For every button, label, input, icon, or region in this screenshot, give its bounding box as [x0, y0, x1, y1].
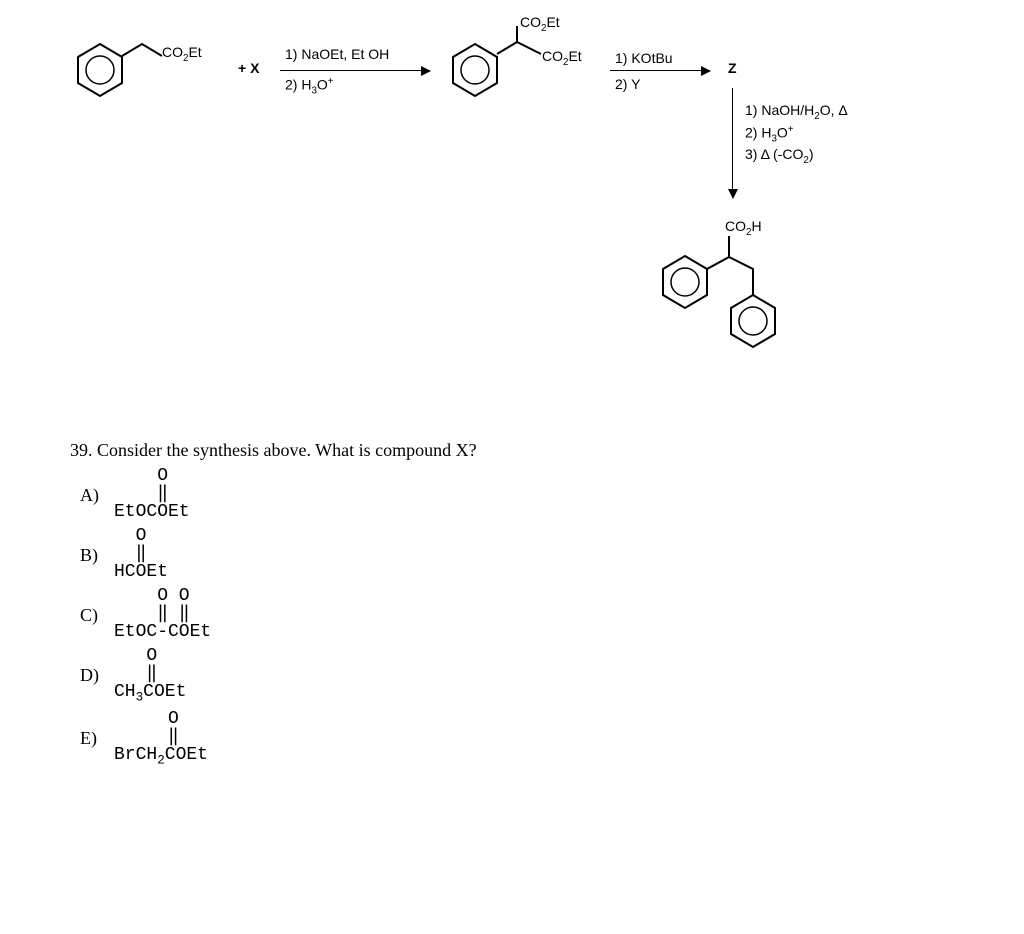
step3-cond-1: 1) NaOH/H2O, Δ	[745, 102, 848, 122]
choice-C: C) O O ‖ ‖ EtOC-COEt	[80, 587, 984, 641]
intermediate-right: CO2Et	[542, 48, 582, 68]
step2-cond-bot: 2) Y	[615, 76, 640, 92]
choice-C-structure: O O ‖ ‖ EtOC-COEt	[114, 587, 211, 641]
question-block: 39. Consider the synthesis above. What i…	[70, 440, 984, 767]
step1-cond-top: 1) NaOEt, Et OH	[285, 46, 389, 62]
step1-cond-bot: 2) H3O+	[285, 76, 334, 96]
z-label: Z	[728, 60, 737, 76]
step3-cond-2: 2) H3O+	[745, 124, 794, 144]
choice-A-structure: O ‖ EtOCOEt	[114, 467, 190, 521]
arrow-3	[732, 88, 733, 198]
intermediate-top: CO2Et	[520, 14, 560, 34]
choice-E: E) O ‖ BrCH2COEt	[80, 710, 984, 767]
choice-B: B) O ‖ HCOEt	[80, 527, 984, 581]
question-number: 39.	[70, 440, 93, 460]
choice-C-label: C)	[80, 587, 114, 626]
arrow-1	[280, 70, 430, 71]
product-structure	[645, 228, 825, 378]
choice-A: A) O ‖ EtOCOEt	[80, 467, 984, 521]
answer-choices: A) O ‖ EtOCOEt B) O ‖ HCOEt C) O O ‖ ‖ E…	[80, 467, 984, 767]
step2-cond-top: 1) KOtBu	[615, 50, 673, 66]
reaction-scheme: CO2Et + X 1) NaOEt, Et OH 2) H3O+ CO2Et …	[70, 20, 984, 400]
step3-cond-3: 3) Δ (-CO2)	[745, 146, 813, 166]
choice-E-label: E)	[80, 710, 114, 749]
question-text: Consider the synthesis above. What is co…	[97, 440, 477, 460]
choice-D-structure: O ‖ CH3COEt	[114, 647, 186, 704]
arrow-2	[610, 70, 710, 71]
reagent-x: + X	[238, 60, 259, 76]
choice-E-structure: O ‖ BrCH2COEt	[114, 710, 208, 767]
choice-D: D) O ‖ CH3COEt	[80, 647, 984, 704]
choice-B-label: B)	[80, 527, 114, 566]
start-label: CO2Et	[162, 44, 202, 64]
choice-D-label: D)	[80, 647, 114, 686]
choice-B-structure: O ‖ HCOEt	[114, 527, 168, 581]
choice-A-label: A)	[80, 467, 114, 506]
